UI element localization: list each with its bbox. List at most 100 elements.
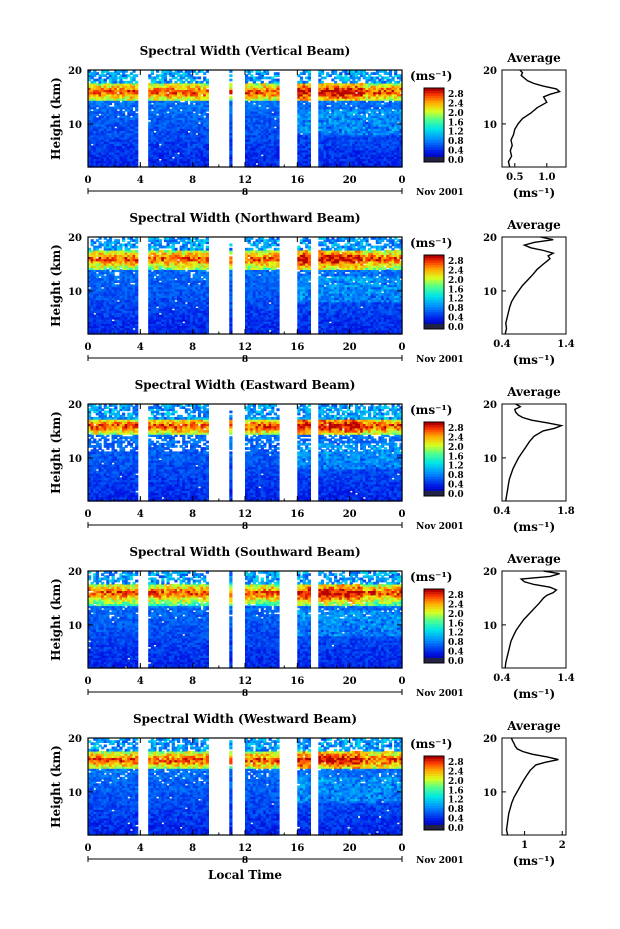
heatmap-cell <box>148 149 152 153</box>
heatmap-cell <box>203 72 207 75</box>
heatmap-cell <box>132 100 136 103</box>
heatmap-cell <box>132 95 136 99</box>
heatmap-cell <box>263 162 267 166</box>
heatmap-cell <box>129 95 134 99</box>
heatmap-cell <box>88 115 92 119</box>
heatmap-cell <box>182 119 186 123</box>
heatmap-cell <box>101 89 105 93</box>
heatmap-cell <box>103 111 107 114</box>
heatmap-cell <box>132 70 136 73</box>
heatmap-cell <box>106 85 110 88</box>
heatmap-cell <box>163 119 168 123</box>
heatmap-cell <box>129 123 134 127</box>
heatmap-cell <box>103 149 107 153</box>
heatmap-cell <box>179 106 183 110</box>
heatmap-cell <box>205 93 209 97</box>
heatmap-cell <box>268 128 272 131</box>
heatmap-cell <box>252 134 256 138</box>
heatmap-cell <box>148 160 152 164</box>
heatmap-cell <box>265 154 270 157</box>
heatmap-cell <box>88 141 92 144</box>
heatmap-cell <box>252 147 256 151</box>
heatmap-cell <box>103 117 107 121</box>
heatmap-cell <box>174 117 178 121</box>
heatmap-cell <box>88 102 92 106</box>
heatmap-cell <box>156 108 160 112</box>
heatmap-cell <box>129 143 134 147</box>
heatmap-cell <box>122 164 126 168</box>
heatmap-cell <box>153 102 157 106</box>
heatmap-cell <box>177 134 181 138</box>
heatmap-cell <box>205 158 209 162</box>
heatmap-cell <box>158 149 162 153</box>
heatmap-cell <box>90 132 94 136</box>
heatmap-cell <box>98 145 102 149</box>
heatmap-cell <box>258 102 262 106</box>
heatmap-cell <box>258 74 262 78</box>
heatmap-cell <box>187 115 191 119</box>
heatmap-cell <box>203 100 207 103</box>
heatmap-cell <box>184 162 188 166</box>
heatmap-cell <box>265 108 270 112</box>
heatmap-cell <box>171 106 175 110</box>
heatmap-cell <box>108 100 113 103</box>
heatmap-cell <box>114 139 118 142</box>
heatmap-cell <box>166 139 170 142</box>
heatmap-cell <box>90 147 94 151</box>
heatmap-cell <box>124 70 128 73</box>
heatmap-cell <box>255 128 259 131</box>
heatmap-cell <box>119 89 123 93</box>
heatmap-cell <box>88 162 92 166</box>
heatmap-cell <box>245 139 249 142</box>
heatmap-cell <box>103 106 107 110</box>
heatmap-cell <box>203 85 207 88</box>
heatmap-cell <box>171 104 175 108</box>
colorbar-segment <box>424 112 444 116</box>
heatmap-cell <box>190 130 194 134</box>
heatmap-cell <box>163 154 168 157</box>
heatmap-cell <box>93 156 97 159</box>
x-tick-label: 12 <box>238 175 252 186</box>
heatmap-cell <box>161 98 165 101</box>
heatmap-cell <box>153 117 157 121</box>
heatmap-cell <box>93 126 97 129</box>
heatmap-cell <box>250 89 254 93</box>
heatmap-cell <box>258 70 262 73</box>
heatmap-cell <box>153 149 157 153</box>
heatmap-cell <box>245 117 249 121</box>
heatmap-cell <box>197 85 202 88</box>
heatmap-cell <box>114 82 118 86</box>
heatmap-cell <box>229 98 233 101</box>
heatmap-cell <box>265 139 270 142</box>
heatmap-cell <box>177 149 181 153</box>
colorbar-segment <box>424 115 444 118</box>
heatmap-cell <box>135 115 139 119</box>
heatmap-cell <box>127 162 131 166</box>
colorbar-segment <box>424 92 444 96</box>
heatmap-cell <box>158 78 162 82</box>
heatmap-cell <box>192 123 196 127</box>
heatmap-cell <box>205 78 209 82</box>
heatmap-cell <box>101 98 105 101</box>
heatmap-cell <box>111 143 115 147</box>
heatmap-cell <box>95 113 99 116</box>
heatmap-cell <box>258 145 262 149</box>
heatmap-cell <box>192 126 196 129</box>
heatmap-cell <box>195 136 199 140</box>
heatmap-cell <box>150 160 154 164</box>
heatmap-cell <box>258 139 262 142</box>
heatmap-cell <box>124 134 128 138</box>
heatmap-cell <box>255 106 259 110</box>
heatmap-cell <box>245 143 249 147</box>
heatmap-cell <box>161 160 165 164</box>
heatmap-cell <box>132 117 136 121</box>
heatmap-cell <box>247 143 251 147</box>
heatmap-cell <box>90 74 94 78</box>
heatmap-cell <box>88 136 92 140</box>
heatmap-cell <box>195 149 199 153</box>
heatmap-cell <box>190 98 194 101</box>
heatmap-cell <box>171 113 175 116</box>
heatmap-cell <box>103 143 107 147</box>
heatmap-cell <box>124 149 128 153</box>
average-frame <box>501 69 567 168</box>
